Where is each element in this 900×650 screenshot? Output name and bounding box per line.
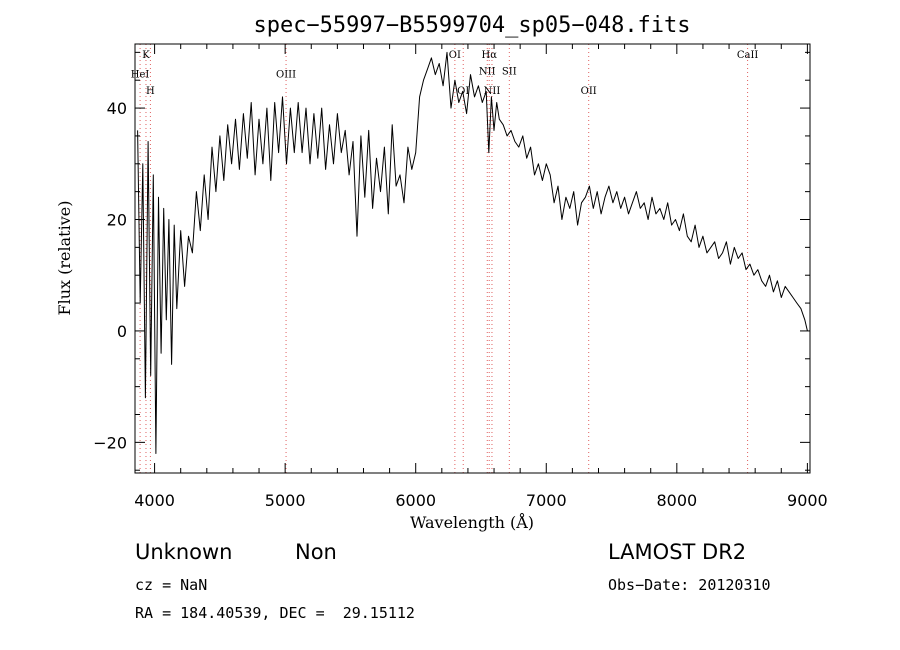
y-tick-label: −20 [93,433,127,452]
coordinates-label: RA = 184.40539, DEC = 29.15112 [135,604,415,622]
spectral-line-label: NII [479,67,496,78]
spectral-line-label: OI [449,50,461,61]
y-tick-label: 20 [107,211,127,230]
survey-label: LAMOST DR2 [608,540,747,564]
spectral-line-markers [139,44,749,473]
spectral-line-label: CaII [737,50,759,61]
plot-frame [134,43,811,474]
y-tick-label: 40 [107,99,127,118]
x-tick-label: 8000 [656,491,697,510]
subclass-label: Non [295,540,337,564]
obs-date-label: Obs−Date: 20120310 [608,576,771,594]
spectral-line-label: Hα [481,50,497,61]
chart-title: spec−55997−B5599704_sp05−048.fits [253,13,690,38]
class-label: Unknown [135,540,233,564]
spectral-line-label: SII [502,67,517,78]
spectral-line-label: OIII [276,69,296,80]
spectrum-data [137,51,808,454]
spectrum-line [137,51,808,454]
spectral-line-label: OII [581,86,597,97]
x-tick-label: 7000 [526,491,567,510]
spectral-line-label: OI [457,86,469,97]
y-tick-label: 0 [117,322,127,341]
x-tick-label: 9000 [787,491,828,510]
redshift-label: cz = NaN [135,576,208,594]
x-axis-label: Wavelength (Å) [410,512,534,532]
spectral-line-label: K [142,50,150,61]
x-tick-label: 5000 [265,491,306,510]
axis-ticks: 4000 5000 6000 7000 8000 9000 −20 0 20 40 [93,44,828,510]
x-tick-label: 4000 [134,491,175,510]
spectral-line-label: H [146,86,155,97]
x-tick-label: 6000 [395,491,436,510]
spectral-line-label: NII [484,86,501,97]
y-axis-label: Flux (relative) [55,201,74,316]
spectral-line-label: HeI [131,69,150,80]
